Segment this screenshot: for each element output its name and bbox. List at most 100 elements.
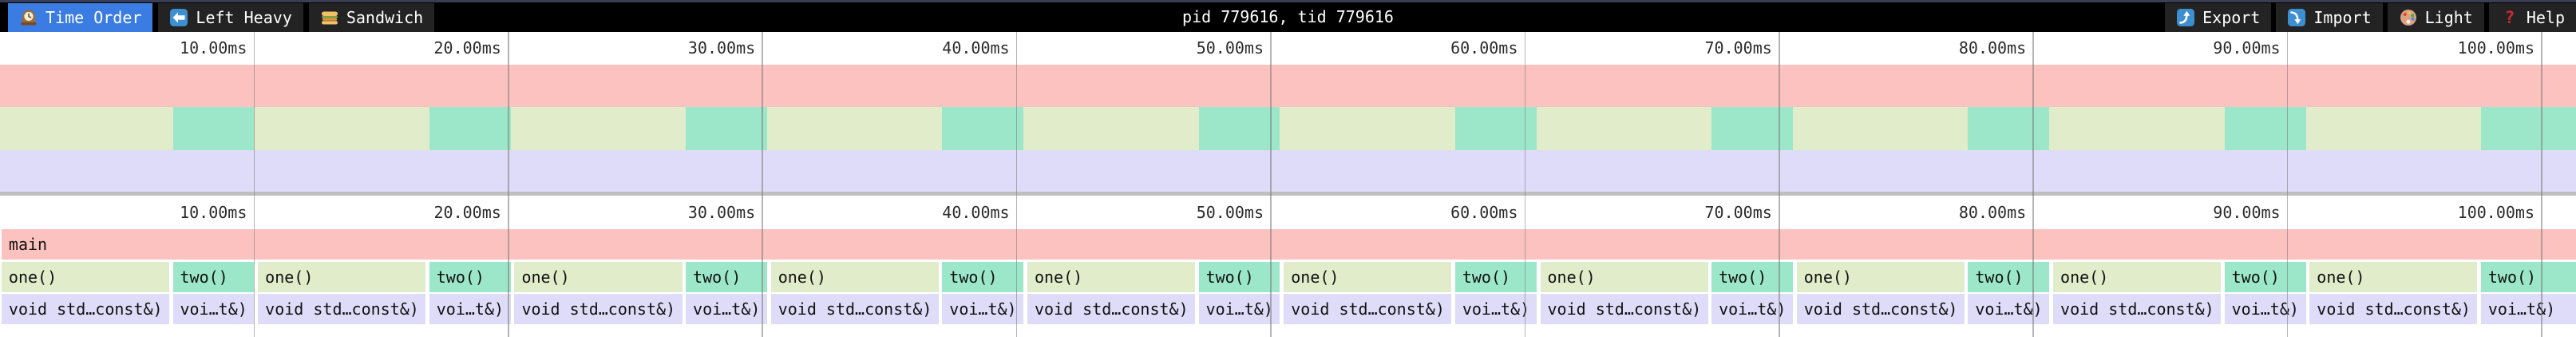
frame-main[interactable]: main [1, 229, 2576, 260]
frame-two[interactable]: two() [942, 261, 1024, 292]
frame-two-child[interactable]: voi…t&) [1711, 293, 1793, 324]
question-mark-icon: ? [2505, 8, 2515, 27]
frame-one-child[interactable]: void std…const&) [1284, 293, 1452, 324]
minimap-two-block [172, 107, 255, 150]
frame-one[interactable]: one() [770, 261, 939, 292]
left-arrow-icon [170, 9, 188, 26]
frame-one-child[interactable]: void std…const&) [258, 293, 426, 324]
minimap-band-main [0, 65, 2576, 108]
top-toolbar: Time Order Left Heavy Sandwich pid 77 [0, 0, 2576, 32]
frame-one[interactable]: one() [2309, 261, 2478, 292]
frame-one[interactable]: one() [1284, 261, 1452, 292]
tab-time-order[interactable]: Time Order [8, 3, 153, 32]
minimap-two-block [1198, 107, 1280, 150]
flame-row-main: main [0, 229, 2576, 260]
frame-two-child[interactable]: voi…t&) [429, 293, 511, 324]
frame-two[interactable]: two() [2224, 261, 2306, 292]
minimap-two-block [686, 107, 767, 150]
frame-two[interactable]: two() [1968, 261, 2050, 292]
tick-label: 90.00ms [2213, 38, 2281, 57]
tick-label: 70.00ms [1704, 202, 1772, 222]
minimap-band-children [0, 150, 2576, 192]
tick-label: 10.00ms [180, 202, 247, 222]
minimap-two-block [1454, 107, 1537, 150]
minimap-two-block [429, 107, 511, 150]
frame-two[interactable]: two() [172, 261, 255, 292]
toolbar-actions: Export Import Light [2165, 3, 2576, 32]
help-button[interactable]: ? Help [2488, 3, 2576, 32]
frame-two-child[interactable]: voi…t&) [1198, 293, 1280, 324]
tick-label: 30.00ms [687, 202, 756, 222]
frame-two-child[interactable]: voi…t&) [942, 293, 1024, 324]
frame-two-child[interactable]: voi…t&) [1454, 293, 1537, 324]
view-tabs: Time Order Left Heavy Sandwich [8, 3, 435, 32]
action-label: Import [2313, 8, 2372, 27]
flame-row-children: void std…const&) voi…t&) void std…const&) v… [0, 293, 2576, 324]
frame-one-child[interactable]: void std…const&) [2309, 293, 2478, 324]
frame-two[interactable]: two() [1198, 261, 1280, 292]
minimap-two-block [1711, 107, 1793, 150]
export-button[interactable]: Export [2165, 3, 2272, 32]
palette-icon [2400, 10, 2416, 26]
flamechart-time-ruler: 10.00ms 20.00ms 30.00ms 40.00ms 50.00ms 60.00… [0, 195, 2576, 229]
tick-label: 80.00ms [1958, 202, 2027, 222]
frame-two-child[interactable]: voi…t&) [686, 293, 767, 324]
theme-toggle-button[interactable]: Light [2387, 3, 2484, 32]
frame-one[interactable]: one() [1540, 261, 1708, 292]
svg-text:?: ? [2505, 8, 2515, 27]
frame-one-child[interactable]: void std…const&) [770, 293, 939, 324]
frame-two[interactable]: two() [429, 261, 511, 292]
window-top-strip [0, 0, 2576, 2]
curve-down-arrow-icon [2288, 9, 2306, 26]
frame-one[interactable]: one() [258, 261, 426, 292]
minimap-two-block [1968, 107, 2050, 150]
frame-two[interactable]: two() [1711, 261, 1793, 292]
tick-label: 100.00ms [2457, 202, 2534, 222]
tick-label: 20.00ms [433, 38, 501, 57]
frame-one[interactable]: one() [1, 261, 170, 292]
action-label: Help [2526, 8, 2565, 27]
tab-label: Left Heavy [196, 8, 292, 27]
tick-label: 60.00ms [1450, 202, 1518, 222]
tab-left-heavy[interactable]: Left Heavy [158, 3, 303, 32]
tick-label: 10.00ms [180, 38, 247, 57]
frame-two-child[interactable]: voi…t&) [172, 293, 255, 324]
tick-label: 50.00ms [1196, 202, 1264, 222]
tick-label: 20.00ms [433, 202, 501, 222]
curve-up-arrow-icon [2177, 9, 2195, 26]
tick-label: 40.00ms [942, 38, 1010, 57]
frame-two[interactable]: two() [686, 261, 767, 292]
frame-one[interactable]: one() [514, 261, 683, 292]
import-button[interactable]: Import [2276, 3, 2383, 32]
tab-sandwich[interactable]: Sandwich [308, 3, 435, 32]
minimap-time-ruler: 10.00ms 20.00ms 30.00ms 40.00ms 50.00ms 60.00… [0, 32, 2576, 65]
frame-one-child[interactable]: void std…const&) [1027, 293, 1196, 324]
minimap-band-functions [0, 107, 2576, 150]
frame-two-child[interactable]: voi…t&) [2224, 293, 2306, 324]
frame-one-child[interactable]: void std…const&) [514, 293, 683, 324]
tab-label: Time Order [46, 8, 142, 27]
frame-two-child[interactable]: voi…t&) [2480, 293, 2576, 324]
frame-one[interactable]: one() [1027, 261, 1196, 292]
frame-one[interactable]: one() [1796, 261, 1965, 292]
tick-label: 30.00ms [687, 38, 756, 57]
frame-one[interactable]: one() [2053, 261, 2222, 292]
frame-two[interactable]: two() [2480, 261, 2576, 292]
tick-label: 60.00ms [1450, 38, 1518, 57]
minimap-divider [0, 192, 2576, 196]
tick-label: 40.00ms [942, 202, 1010, 222]
frame-two[interactable]: two() [1454, 261, 1537, 292]
frame-one-child[interactable]: void std…const&) [1540, 293, 1708, 324]
minimap-two-block [942, 107, 1024, 150]
flame-row-functions: one() two() one() two() one() two() one() two()… [0, 261, 2576, 292]
frame-one-child[interactable]: void std…const&) [1, 293, 170, 324]
sandwich-icon [321, 11, 338, 25]
tick-label: 70.00ms [1704, 38, 1772, 57]
tick-label: 50.00ms [1196, 38, 1264, 57]
frame-one-child[interactable]: void std…const&) [2053, 293, 2222, 324]
tab-label: Sandwich [346, 8, 424, 27]
clock-icon [21, 10, 37, 26]
frame-two-child[interactable]: voi…t&) [1968, 293, 2050, 324]
frame-one-child[interactable]: void std…const&) [1796, 293, 1965, 324]
